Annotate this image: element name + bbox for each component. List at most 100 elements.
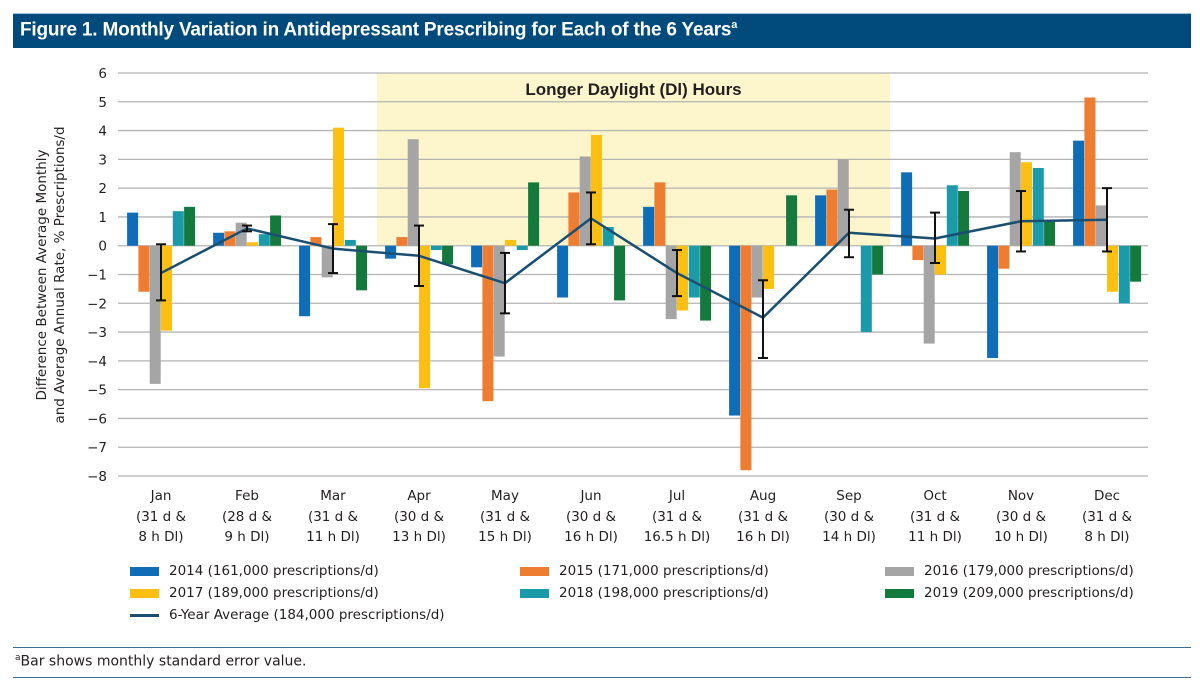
- legend-swatch-2018: [520, 588, 549, 598]
- y-tick-label: −6: [87, 411, 107, 427]
- bar-2017-aug: [763, 245, 774, 289]
- bar-2016-apr: [407, 139, 419, 246]
- figure-title-bar: Figure 1. Monthly Variation in Antidepre…: [13, 13, 1191, 48]
- x-tick-sublabel: 14 h Dl): [822, 529, 876, 545]
- bar-2019-oct: [958, 191, 970, 246]
- x-tick-sublabel: 11 h Dl): [908, 529, 962, 545]
- bar-2016-jan: [149, 245, 161, 384]
- bar-2019-feb: [270, 215, 282, 246]
- x-tick-sublabel: 15 h Dl): [478, 529, 532, 545]
- footnote-top-rule: [13, 647, 1191, 648]
- x-tick-sublabel: 16.5 h Dl): [644, 529, 711, 545]
- bar-2015-jul: [654, 182, 666, 246]
- longer-daylight-band-label: Longer Daylight (Dl) Hours: [525, 80, 741, 99]
- legend-item-2017: 2017 (189,000 prescriptions/d): [130, 585, 379, 601]
- x-tick-label-sep: Sep: [836, 488, 861, 504]
- legend-item-average: 6-Year Average (184,000 prescriptions/d): [130, 607, 445, 623]
- y-tick-label: −4: [87, 354, 107, 370]
- bar-2019-nov: [1044, 221, 1056, 246]
- y-tick-label: −1: [87, 268, 107, 284]
- footnote-text: Bar shows monthly standard error value.: [20, 653, 307, 670]
- x-tick-sublabel: (31 d &: [136, 509, 187, 525]
- x-tick-sublabel: 13 h Dl): [392, 529, 446, 545]
- bar-2017-mar: [333, 127, 344, 246]
- legend-swatch-2017: [130, 588, 159, 598]
- bar-2016-oct: [923, 245, 935, 344]
- bar-2018-feb: [258, 234, 270, 246]
- bar-2015-nov: [998, 245, 1010, 269]
- bar-2015-aug: [740, 245, 752, 471]
- bar-2015-dec: [1084, 97, 1096, 246]
- bar-2018-apr: [430, 245, 442, 251]
- legend-label-2014: 2014 (161,000 prescriptions/d): [169, 563, 379, 579]
- bar-2017-jun: [591, 134, 602, 246]
- x-tick-sublabel: (30 d &: [996, 509, 1047, 525]
- x-tick-sublabel: 8 h Dl): [1084, 529, 1129, 545]
- legend-label-2019: 2019 (209,000 prescriptions/d): [924, 585, 1134, 601]
- bar-2018-oct: [946, 185, 958, 246]
- legend-label-2017: 2017 (189,000 prescriptions/d): [169, 585, 379, 601]
- bar-2015-apr: [396, 237, 408, 246]
- bar-2018-sep: [860, 245, 872, 333]
- average-line-layer: [156, 187, 1112, 359]
- bar-2018-jan: [172, 211, 184, 246]
- bar-2014-sep: [815, 195, 827, 246]
- x-tick-sublabel: 9 h Dl): [224, 529, 269, 545]
- bar-2014-may: [471, 245, 483, 268]
- y-tick-label: −2: [87, 296, 107, 312]
- bar-2015-sep: [826, 189, 838, 246]
- figure-title-footnote-marker: a: [731, 19, 738, 31]
- bar-2016-feb: [235, 222, 247, 246]
- bar-2019-apr: [442, 245, 454, 265]
- bar-2019-dec: [1130, 245, 1142, 282]
- y-tick-label: 6: [98, 66, 107, 82]
- bar-2017-may: [505, 239, 516, 246]
- legend-item-2016: 2016 (179,000 prescriptions/d): [885, 563, 1134, 579]
- bar-2017-oct: [935, 245, 946, 275]
- y-axis-title-line-2: and Average Annual Rate, % Prescriptions…: [52, 126, 68, 423]
- legend-item-2014: 2014 (161,000 prescriptions/d): [130, 563, 379, 579]
- x-tick-label-jun: Jun: [579, 488, 601, 504]
- y-tick-label: 3: [98, 152, 107, 168]
- x-tick-label-may: May: [491, 488, 519, 504]
- x-tick-sublabel: (30 d &: [566, 509, 617, 525]
- bar-2018-jul: [688, 245, 700, 298]
- x-tick-label-aug: Aug: [750, 488, 776, 504]
- bars: [127, 97, 1142, 471]
- bar-2019-jan: [184, 206, 196, 246]
- footnote: aBar shows monthly standard error value.: [15, 653, 306, 670]
- x-tick-sublabel: 11 h Dl): [306, 529, 360, 545]
- x-tick-label-apr: Apr: [407, 488, 431, 504]
- x-tick-sublabel: (31 d &: [910, 509, 961, 525]
- bar-2016-dec: [1095, 205, 1107, 246]
- legend-label-2015: 2015 (171,000 prescriptions/d): [559, 563, 769, 579]
- x-tick-sublabel: 8 h Dl): [138, 529, 183, 545]
- legend-swatch-average-line: [130, 613, 159, 617]
- x-tick-label-jan: Jan: [150, 488, 172, 504]
- bar-2015-jan: [138, 245, 150, 292]
- legend-label-average: 6-Year Average (184,000 prescriptions/d): [169, 607, 445, 623]
- x-tick-label-mar: Mar: [320, 488, 346, 504]
- bar-2015-mar: [310, 237, 322, 246]
- bar-2018-dec: [1118, 245, 1130, 304]
- x-tick-sublabel: (30 d &: [394, 509, 445, 525]
- bar-2018-jun: [602, 227, 614, 246]
- x-tick-sublabel: (30 d &: [824, 509, 875, 525]
- legend-label-2016: 2016 (179,000 prescriptions/d): [924, 563, 1134, 579]
- figure-title-text: Figure 1. Monthly Variation in Antidepre…: [20, 19, 732, 41]
- bar-2015-jun: [568, 192, 580, 246]
- bar-2017-feb: [247, 242, 258, 246]
- bar-2017-jan: [161, 245, 172, 331]
- y-tick-label: −3: [87, 325, 107, 341]
- legend-item-2015: 2015 (171,000 prescriptions/d): [520, 563, 769, 579]
- x-tick-sublabel: 16 h Dl): [736, 529, 790, 545]
- axis-labels: 6 5 4 3 2 1 0 −1 −2 −3 −4 −5 −6 −7 −8 Jan (31 d & 8 h Dl)…: [87, 66, 1132, 545]
- bar-2015-may: [482, 245, 494, 402]
- x-tick-sublabel: (31 d &: [738, 509, 789, 525]
- legend-swatch-2014: [130, 566, 159, 576]
- bar-2018-mar: [344, 239, 356, 246]
- x-tick-sublabel: (28 d &: [222, 509, 273, 525]
- x-tick-sublabel: 10 h Dl): [994, 529, 1048, 545]
- bar-2014-oct: [901, 172, 913, 246]
- legend-swatch-2019: [885, 588, 914, 598]
